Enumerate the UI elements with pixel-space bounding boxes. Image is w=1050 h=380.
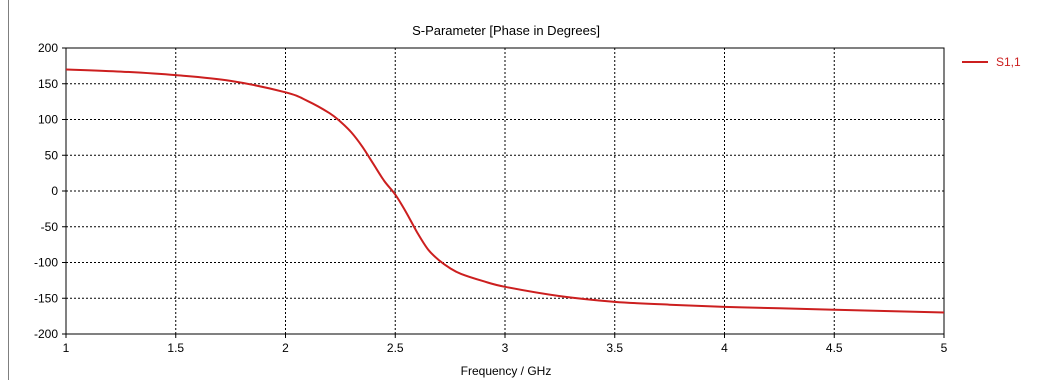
x-tick-label: 5 bbox=[941, 341, 948, 355]
y-tick-label: 150 bbox=[38, 77, 58, 91]
legend-label: S1,1 bbox=[996, 55, 1021, 69]
y-tick-label: 0 bbox=[51, 184, 58, 198]
x-tick-label: 4.5 bbox=[826, 341, 843, 355]
x-axis-ticks: 1 1.5 2 2.5 3 3.5 4 4.5 5 bbox=[63, 334, 948, 355]
series-layer bbox=[65, 68, 945, 314]
y-tick-label: 50 bbox=[45, 148, 59, 162]
plot-area-frame bbox=[65, 47, 945, 335]
x-tick-label: 4 bbox=[721, 341, 728, 355]
x-tick-label: 1 bbox=[63, 341, 70, 355]
x-tick-label: 2 bbox=[282, 341, 289, 355]
y-tick-label: -150 bbox=[34, 291, 58, 305]
y-tick-label: 200 bbox=[38, 41, 58, 55]
x-axis-label: Frequency / GHz bbox=[461, 364, 552, 378]
x-tick-label: 3 bbox=[502, 341, 509, 355]
legend: S1,1 bbox=[962, 55, 1021, 69]
y-tick-label: -100 bbox=[34, 256, 58, 270]
x-tick-label: 2.5 bbox=[387, 341, 404, 355]
window-left-border bbox=[8, 0, 9, 380]
y-tick-label: -200 bbox=[34, 327, 58, 341]
chart-title: S-Parameter [Phase in Degrees] bbox=[412, 23, 600, 38]
grid-lines bbox=[66, 48, 944, 334]
y-tick-label: -50 bbox=[41, 220, 59, 234]
x-tick-label: 3.5 bbox=[606, 341, 623, 355]
y-axis-ticks: -200 -150 -100 -50 0 50 100 150 200 bbox=[34, 41, 66, 341]
y-tick-label: 100 bbox=[38, 113, 58, 127]
x-tick-label: 1.5 bbox=[167, 341, 184, 355]
series-line-s1-1 bbox=[65, 68, 945, 314]
